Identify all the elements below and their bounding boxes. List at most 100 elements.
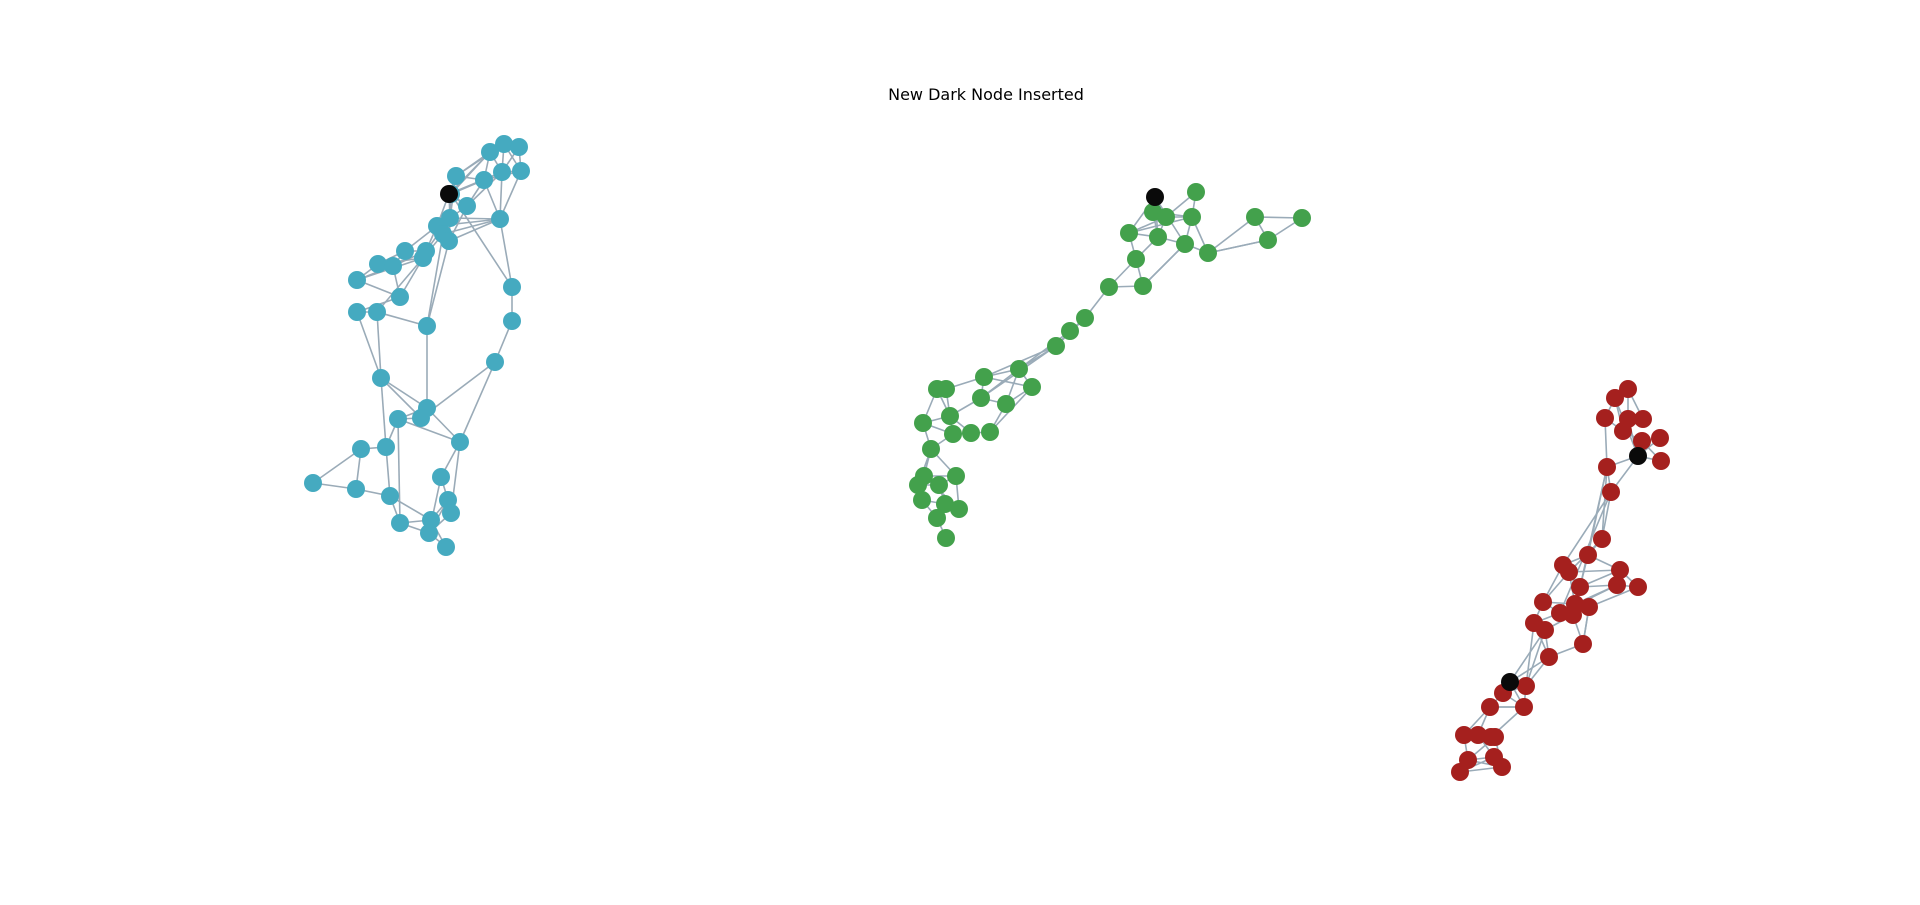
- green-node: [972, 389, 990, 407]
- red-node: [1571, 578, 1589, 596]
- teal-node: [451, 433, 469, 451]
- green-node: [981, 423, 999, 441]
- teal-node: [441, 209, 459, 227]
- teal-node: [391, 514, 409, 532]
- dark-inserted-node: [1629, 447, 1647, 465]
- teal-node: [414, 249, 432, 267]
- green-node: [1259, 231, 1277, 249]
- teal-edge: [312, 448, 362, 484]
- teal-node: [369, 255, 387, 273]
- green-edge: [1018, 330, 1071, 370]
- green-node: [909, 476, 927, 494]
- green-node: [1061, 322, 1079, 340]
- red-node: [1574, 635, 1592, 653]
- teal-node: [412, 409, 430, 427]
- teal-node: [432, 468, 450, 486]
- red-node: [1596, 409, 1614, 427]
- red-node: [1560, 563, 1578, 581]
- red-node: [1593, 530, 1611, 548]
- red-node: [1515, 698, 1533, 716]
- red-node: [1651, 429, 1669, 447]
- teal-node: [493, 163, 511, 181]
- teal-edge: [380, 377, 387, 448]
- green-node: [1246, 208, 1264, 226]
- green-node: [1023, 378, 1041, 396]
- teal-node: [348, 271, 366, 289]
- red-node: [1633, 432, 1651, 450]
- teal-edge: [426, 233, 444, 327]
- red-node: [1602, 483, 1620, 501]
- teal-node: [368, 303, 386, 321]
- green-node: [1187, 183, 1205, 201]
- red-node: [1481, 698, 1499, 716]
- green-node: [928, 509, 946, 527]
- teal-node: [396, 242, 414, 260]
- node-layer: [304, 135, 1670, 781]
- green-node: [1176, 235, 1194, 253]
- green-node: [947, 467, 965, 485]
- green-edge: [1128, 216, 1193, 234]
- green-node: [1047, 337, 1065, 355]
- teal-node: [486, 353, 504, 371]
- teal-node: [495, 135, 513, 153]
- teal-node: [352, 440, 370, 458]
- teal-edge: [380, 377, 428, 409]
- teal-edge: [376, 311, 382, 379]
- dark-inserted-node: [1146, 188, 1164, 206]
- green-node: [914, 414, 932, 432]
- green-node: [1076, 309, 1094, 327]
- teal-node: [437, 538, 455, 556]
- green-node: [997, 395, 1015, 413]
- dark-inserted-node: [1501, 673, 1519, 691]
- green-node: [1010, 360, 1028, 378]
- red-edge: [1562, 491, 1612, 566]
- teal-node: [391, 288, 409, 306]
- red-dark-node-edge: [1509, 629, 1546, 683]
- red-node: [1534, 593, 1552, 611]
- red-node: [1634, 410, 1652, 428]
- red-node: [1517, 677, 1535, 695]
- red-edge: [1525, 622, 1535, 687]
- teal-edge: [397, 418, 461, 443]
- edge-layer: [312, 143, 1662, 773]
- teal-node: [440, 232, 458, 250]
- dark-inserted-node: [440, 185, 458, 203]
- green-node: [930, 476, 948, 494]
- red-node: [1652, 452, 1670, 470]
- green-node: [922, 440, 940, 458]
- red-node: [1451, 763, 1469, 781]
- red-node: [1493, 758, 1511, 776]
- teal-node: [442, 504, 460, 522]
- teal-node: [420, 524, 438, 542]
- teal-node: [372, 369, 390, 387]
- teal-node: [512, 162, 530, 180]
- teal-node: [458, 197, 476, 215]
- red-node: [1611, 561, 1629, 579]
- green-node: [913, 491, 931, 509]
- teal-node: [503, 278, 521, 296]
- red-node: [1629, 578, 1647, 596]
- red-edge: [1579, 466, 1608, 588]
- teal-node: [503, 312, 521, 330]
- red-node: [1536, 621, 1554, 639]
- green-edge: [1207, 239, 1269, 254]
- green-node: [1293, 209, 1311, 227]
- teal-node: [475, 171, 493, 189]
- green-node: [937, 529, 955, 547]
- red-node: [1606, 389, 1624, 407]
- red-node: [1579, 546, 1597, 564]
- teal-node: [491, 210, 509, 228]
- teal-node: [384, 257, 402, 275]
- green-node: [1157, 208, 1175, 226]
- teal-edge: [426, 240, 450, 327]
- red-node: [1608, 576, 1626, 594]
- red-node: [1619, 380, 1637, 398]
- teal-node: [381, 487, 399, 505]
- green-node: [1100, 278, 1118, 296]
- green-node: [1127, 250, 1145, 268]
- teal-node: [347, 480, 365, 498]
- red-node: [1482, 728, 1500, 746]
- green-node: [975, 368, 993, 386]
- teal-node: [447, 167, 465, 185]
- green-node: [944, 425, 962, 443]
